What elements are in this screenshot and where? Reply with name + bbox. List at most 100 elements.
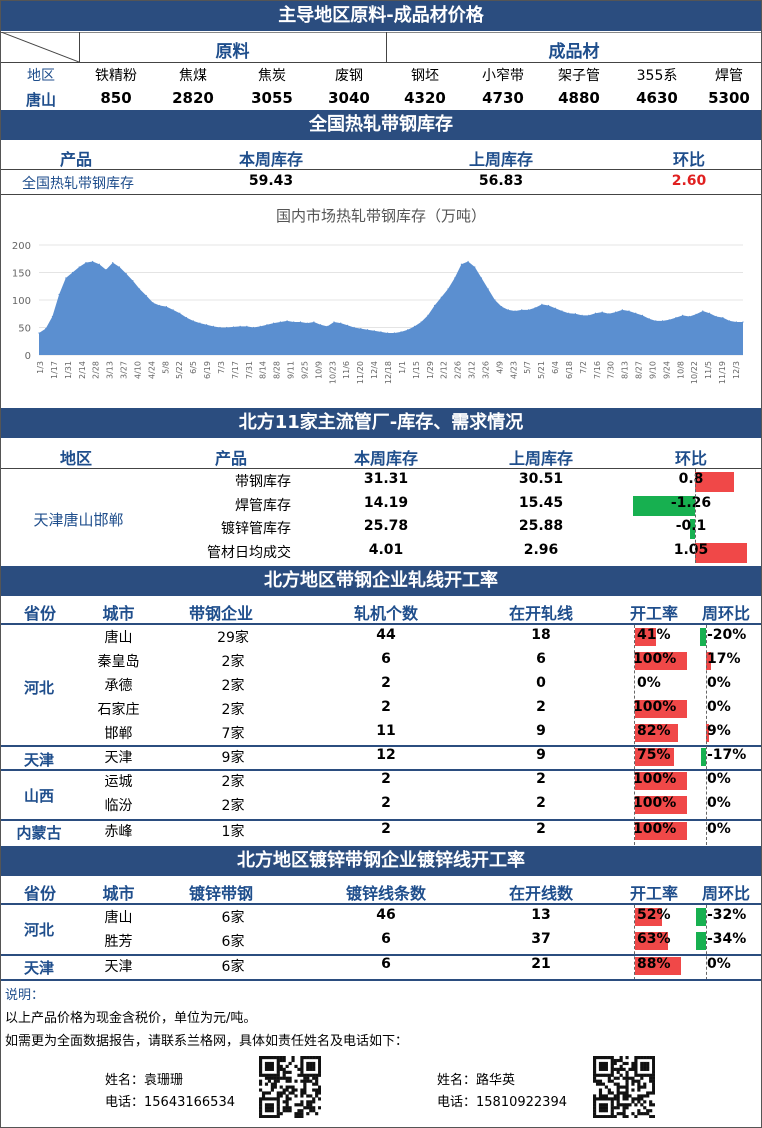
line-count: 12 — [376, 747, 396, 763]
price-item-value: 3055 — [251, 89, 293, 107]
x-tick-label: 11/5 — [704, 361, 713, 379]
company-count: 6家 — [221, 959, 245, 975]
x-tick-label: 9/11 — [287, 361, 296, 379]
data-point — [608, 313, 610, 315]
data-point — [688, 315, 690, 318]
data-point — [185, 317, 188, 319]
table-header: 轧机个数 — [353, 604, 418, 623]
data-point — [581, 314, 583, 316]
wow-bar — [695, 932, 706, 950]
x-tick-label: 1/15 — [412, 361, 421, 379]
table-header: 在开轧线 — [508, 604, 573, 623]
price-item-name: 废钢 — [335, 68, 363, 84]
data-point — [400, 331, 402, 333]
x-tick-label: 12/18 — [384, 361, 393, 384]
s3-this-week: 31.31 — [363, 471, 409, 487]
x-tick-label: 3/13 — [106, 361, 115, 379]
region-name: 唐山 — [25, 91, 56, 109]
line-count: 2 — [381, 699, 391, 715]
x-tick-label: 4/10 — [133, 361, 142, 379]
running-count: 18 — [531, 627, 551, 643]
data-point — [212, 325, 214, 327]
line-count: 6 — [381, 651, 391, 667]
data-point — [380, 331, 382, 333]
data-point — [615, 311, 617, 313]
wow-value: -17% — [707, 747, 747, 763]
rate-value: 100% — [633, 651, 677, 667]
price-item-name: 焊管 — [715, 68, 743, 84]
data-point — [708, 312, 711, 314]
wow-bar — [706, 652, 712, 670]
table-header: 带钢企业 — [188, 604, 253, 623]
data-point — [568, 312, 570, 314]
s3-last-week: 15.45 — [518, 495, 564, 511]
x-tick-label: 2/14 — [78, 361, 87, 379]
x-tick-label: 7/3 — [217, 361, 226, 374]
data-point — [98, 263, 100, 265]
company-count: 1家 — [221, 824, 245, 840]
running-count: 2 — [536, 699, 546, 715]
table-header: 省份 — [23, 604, 56, 623]
data-point — [460, 263, 462, 265]
diagonal-header-cell — [1, 32, 79, 62]
province-name: 天津 — [23, 959, 54, 977]
rate-bar — [635, 822, 687, 840]
s3-change: 0.8 — [678, 471, 704, 487]
data-point — [574, 313, 576, 315]
wow-bar — [706, 724, 709, 742]
rate-value: 88% — [637, 956, 671, 972]
x-tick-label: 3/26 — [481, 361, 490, 379]
data-point — [373, 330, 375, 332]
province-name: 河北 — [23, 921, 54, 939]
s3-product: 焊管库存 — [235, 498, 291, 514]
x-tick-label: 2/28 — [92, 361, 101, 379]
wow-bar — [700, 628, 706, 646]
y-tick-label: 150 — [12, 269, 31, 280]
data-point — [668, 319, 670, 321]
data-point — [735, 321, 737, 323]
rate-bar — [635, 772, 687, 790]
s3-last-week: 2.96 — [523, 542, 559, 558]
s3-region: 天津唐山邯郸 — [33, 511, 124, 529]
x-tick-label: 11/20 — [356, 361, 365, 384]
s3-last-week: 25.88 — [518, 518, 564, 534]
company-count: 2家 — [221, 798, 245, 814]
data-point — [179, 312, 181, 314]
qr-code-1 — [259, 1056, 322, 1119]
data-point — [621, 309, 623, 311]
data-point — [661, 320, 664, 322]
running-count: 21 — [531, 956, 551, 972]
data-point — [728, 320, 731, 322]
data-point — [78, 266, 80, 268]
s3-this-week: 14.19 — [363, 495, 409, 511]
rate-value: 100% — [633, 821, 677, 837]
section3-title: 北方11家主流管厂-库存、需求情况 — [1, 408, 761, 438]
s3-change-bar — [632, 496, 695, 516]
x-tick-label: 4/23 — [509, 361, 518, 379]
section4-title: 北方地区带钢企业轧线开工率 — [1, 566, 761, 596]
data-point — [232, 326, 235, 328]
rate-bar — [635, 724, 678, 742]
wow-value: 0% — [707, 699, 731, 715]
line-count: 2 — [381, 771, 391, 787]
running-count: 9 — [536, 723, 546, 739]
data-point — [165, 306, 167, 308]
rate-bar — [635, 957, 681, 975]
data-point — [360, 328, 362, 330]
wow-value: 0% — [707, 956, 731, 972]
x-tick-label: 7/2 — [579, 361, 588, 374]
city-name: 临汾 — [104, 798, 133, 814]
x-tick-label: 10/9 — [314, 361, 323, 379]
table-header: 开工率 — [629, 884, 678, 903]
price-item-value: 5300 — [708, 89, 750, 107]
running-count: 2 — [536, 821, 546, 837]
company-count: 2家 — [221, 702, 245, 718]
data-point — [514, 310, 516, 312]
data-point — [675, 317, 677, 319]
x-tick-label: 4/24 — [147, 361, 156, 379]
data-point — [172, 309, 174, 311]
contact1-phone: 电话：15643166534 — [105, 1095, 235, 1110]
data-point — [682, 314, 684, 316]
data-point — [487, 288, 489, 290]
x-tick-label: 2/12 — [440, 361, 449, 379]
